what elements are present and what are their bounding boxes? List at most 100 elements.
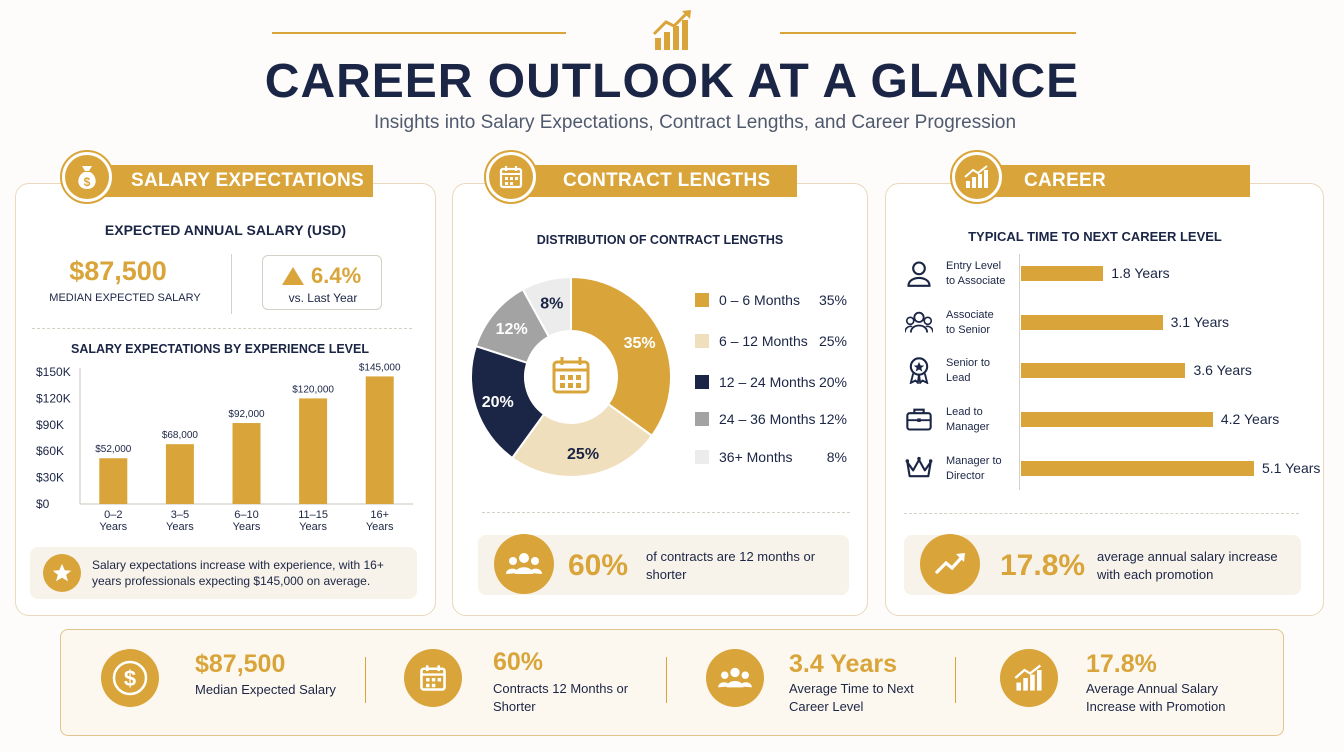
progression-category-label: to Senior bbox=[946, 324, 991, 336]
x-tick-label: Years bbox=[299, 521, 327, 533]
progression-category-label: Entry Level bbox=[946, 260, 1002, 272]
progression-axis bbox=[1019, 254, 1020, 490]
progression-category-label: Lead bbox=[946, 372, 971, 384]
progression-bar bbox=[1021, 461, 1254, 476]
salary-bar-chart: $0$30K$60K$90K$120K$150K$52,0000–2Years$… bbox=[36, 362, 413, 533]
progression-value-label: 4.2 Years bbox=[1220, 411, 1280, 427]
trend-badge bbox=[920, 534, 980, 594]
x-tick-label: 16+ bbox=[370, 509, 389, 521]
contracts-chart-title: DISTRIBUTION OF CONTRACT LENGTHS bbox=[536, 233, 784, 247]
salary-bar bbox=[99, 458, 128, 504]
progression-category-label: Director bbox=[946, 470, 985, 482]
salary-change-value: 6.4% bbox=[311, 263, 362, 288]
y-tick-label: $90K bbox=[36, 418, 64, 432]
salary-bar bbox=[365, 376, 394, 504]
footer-divider bbox=[955, 657, 956, 703]
footer-calendar-badge bbox=[404, 649, 462, 707]
footer-salary-label: Median Expected Salary bbox=[195, 682, 336, 697]
legend-label: 24 – 36 Months bbox=[719, 411, 816, 427]
progression-bar bbox=[1021, 315, 1163, 330]
contracts-separator bbox=[482, 512, 850, 513]
salary-change-card: 6.4% vs. Last Year bbox=[262, 255, 382, 310]
bar-value-label: $145,000 bbox=[359, 362, 401, 373]
pie-slice bbox=[570, 275, 672, 438]
legend-swatch bbox=[695, 334, 709, 348]
progression-category-label: Associate bbox=[946, 309, 994, 321]
progression-value-label: 5.1 Years bbox=[1262, 460, 1321, 476]
team-icon bbox=[718, 667, 752, 688]
svg-text:$: $ bbox=[124, 666, 136, 691]
y-tick-label: $120K bbox=[36, 391, 71, 405]
dollar-icon: $ bbox=[112, 660, 148, 696]
x-tick-label: Years bbox=[233, 521, 261, 533]
legend-value: 12% bbox=[818, 411, 847, 427]
team-icon bbox=[506, 553, 542, 574]
y-tick-label: $60K bbox=[36, 444, 64, 458]
page-subtitle: Insights into Salary Expectations, Contr… bbox=[373, 112, 1017, 133]
salary-section-title: EXPECTED ANNUAL SALARY (USD) bbox=[104, 222, 347, 238]
legend-value: 25% bbox=[818, 333, 847, 349]
pie-slice-label: 20% bbox=[482, 394, 514, 411]
contracts-donut-chart: 35% 25% 20% 12% 8% bbox=[470, 275, 672, 478]
svg-text:$: $ bbox=[84, 175, 91, 189]
progression-value-label: 1.8 Years bbox=[1111, 265, 1170, 281]
footer-contracts-value: 60% bbox=[493, 648, 544, 676]
bar-value-label: $68,000 bbox=[162, 430, 199, 441]
team-badge bbox=[494, 534, 554, 594]
contracts-ribbon: CONTRACT LENGTHS bbox=[507, 165, 797, 197]
legend-value: 20% bbox=[818, 374, 847, 390]
salary-note-text: Salary expectations increase with experi… bbox=[92, 558, 384, 588]
footer-contracts-label: Contracts 12 Months or Shorter bbox=[493, 681, 629, 714]
briefcase-icon bbox=[906, 408, 932, 431]
legend-swatch bbox=[695, 412, 709, 426]
calendar-icon bbox=[499, 166, 523, 189]
calendar-icon bbox=[420, 665, 446, 691]
progression-bar bbox=[1021, 363, 1186, 378]
bar-value-label: $120,000 bbox=[292, 384, 334, 395]
bar-value-label: $52,000 bbox=[95, 444, 132, 455]
legend-swatch bbox=[695, 293, 709, 307]
y-tick-label: $30K bbox=[36, 471, 64, 485]
footer-increase-value: 17.8% bbox=[1086, 650, 1157, 678]
pie-slice-label: 35% bbox=[624, 335, 656, 352]
calendar-icon bbox=[552, 357, 590, 394]
y-tick-label: $150K bbox=[36, 365, 71, 379]
summary-footer bbox=[60, 629, 1284, 736]
salary-separator bbox=[32, 328, 412, 329]
progression-note-text: average annual salary increase with each… bbox=[1097, 549, 1278, 582]
x-tick-label: 0–2 bbox=[104, 509, 122, 521]
growth-chart-icon bbox=[964, 165, 988, 188]
progression-badge bbox=[950, 150, 1004, 204]
footer-increase-label: Average Annual Salary Increase with Prom… bbox=[1086, 681, 1226, 714]
award-icon bbox=[909, 357, 929, 384]
legend-label: 6 – 12 Months bbox=[719, 333, 808, 349]
footer-team-badge bbox=[706, 649, 764, 707]
legend-label: 12 – 24 Months bbox=[719, 374, 816, 390]
progression-bar bbox=[1021, 266, 1104, 281]
legend-swatch bbox=[695, 450, 709, 464]
person-icon bbox=[907, 261, 931, 287]
progression-category-label: Manager to bbox=[946, 455, 1002, 467]
bar-value-label: $92,000 bbox=[228, 409, 265, 420]
footer-divider bbox=[365, 657, 366, 703]
x-tick-label: Years bbox=[166, 521, 194, 533]
x-tick-label: 3–5 bbox=[171, 509, 189, 521]
footer-growth-badge bbox=[1000, 649, 1058, 707]
salary-bar bbox=[232, 423, 261, 504]
footer-dollar-badge: $ bbox=[101, 649, 159, 707]
progression-category-label: to Associate bbox=[946, 275, 1006, 287]
team-icon bbox=[905, 311, 933, 333]
growth-chart-icon bbox=[1014, 664, 1042, 691]
pie-slice-label: 12% bbox=[496, 321, 528, 338]
salary-change-label: vs. Last Year bbox=[288, 291, 358, 305]
progression-value-label: 3.1 Years bbox=[1170, 314, 1230, 330]
progression-ribbon: CAREER PROGRESSION bbox=[968, 165, 1250, 223]
page-title: CAREER OUTLOOK AT A GLANCE bbox=[264, 55, 1080, 108]
legend-swatch bbox=[695, 375, 709, 389]
progression-value-label: 3.6 Years bbox=[1193, 362, 1252, 378]
star-icon bbox=[52, 563, 72, 582]
salary-badge: $ bbox=[60, 150, 114, 204]
salary-chart-title: SALARY EXPECTATIONS BY EXPERIENCE LEVEL bbox=[71, 342, 369, 356]
salary-note bbox=[30, 547, 417, 599]
contracts-note-value: 60% bbox=[568, 549, 629, 582]
